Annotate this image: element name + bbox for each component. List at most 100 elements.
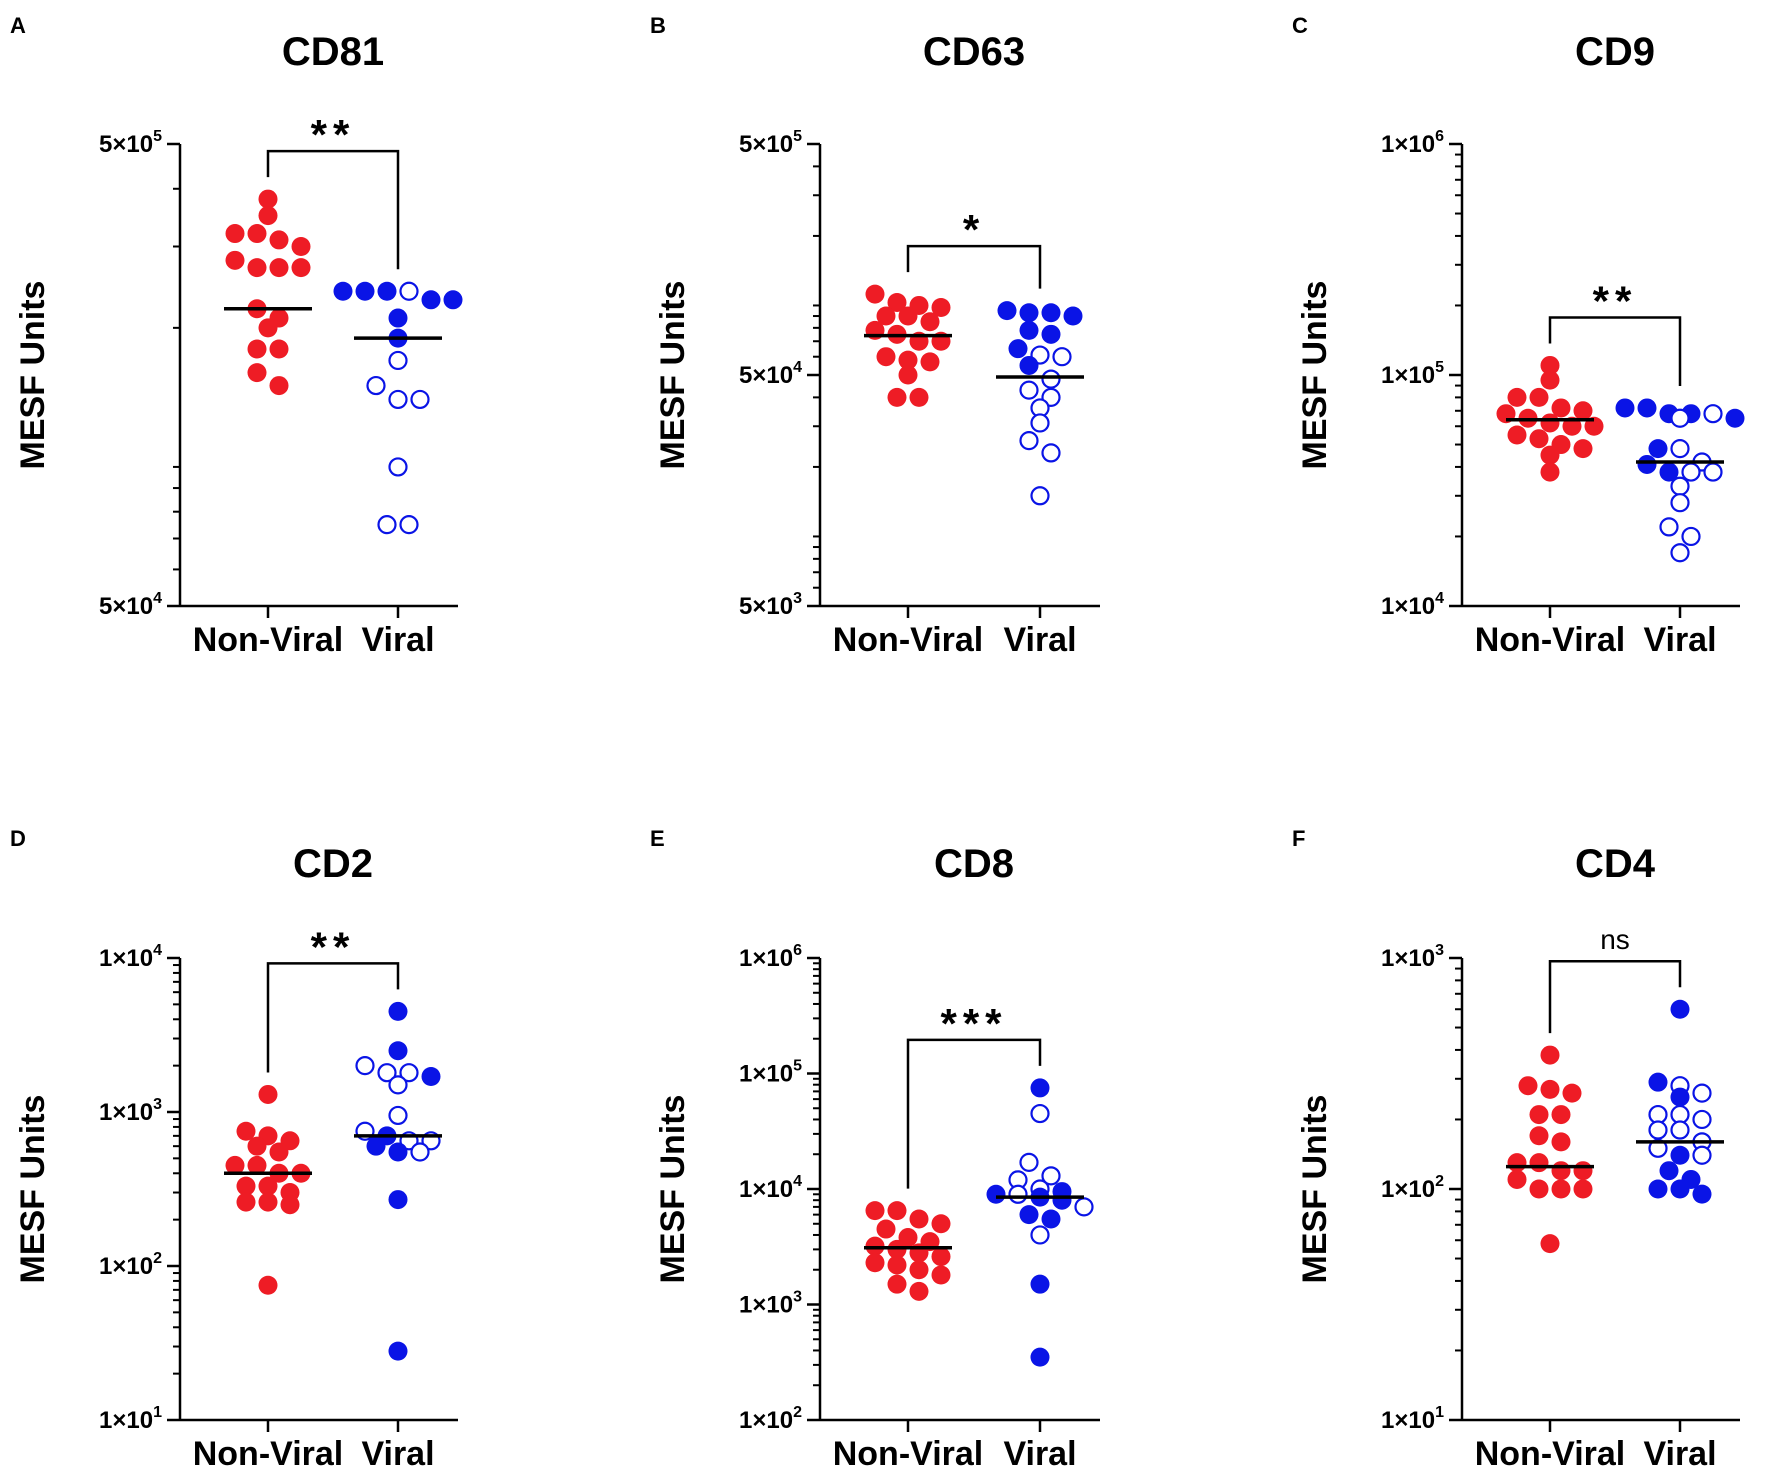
nonviral-filled-point [258, 189, 278, 209]
viral-filled-point [1052, 1190, 1072, 1210]
viral-filled-point [388, 308, 408, 328]
nonviral-filled-point [1540, 1234, 1560, 1254]
viral-filled-point [1659, 462, 1679, 482]
significance-bracket [1548, 959, 1682, 1034]
nonviral-filled-point [1540, 445, 1560, 465]
panel-letter: A [10, 13, 26, 38]
nonviral-filled-point [876, 347, 896, 367]
y-axis-label: MESF Units [14, 281, 52, 470]
y-axis-label: MESF Units [1296, 281, 1334, 470]
viral-filled-point [1019, 320, 1039, 340]
viral-filled-point [1030, 1347, 1050, 1367]
viral-open-point [1670, 493, 1690, 513]
viral-filled-point [1648, 1179, 1668, 1199]
viral-open-point [388, 1105, 408, 1126]
viral-filled-point [388, 1190, 408, 1210]
nonviral-filled-point [898, 350, 918, 370]
nonviral-filled-point [887, 1201, 907, 1221]
y-axis-label: MESF Units [1296, 1095, 1334, 1284]
nonviral-filled-point [269, 1142, 289, 1162]
viral-open-point [1670, 408, 1690, 428]
nonviral-filled-point [931, 1265, 951, 1285]
nonviral-filled-point [1551, 1132, 1571, 1152]
x-tick-label-non-viral: Non-Viral [833, 1435, 984, 1473]
nonviral-filled-point [258, 1192, 278, 1212]
nonviral-filled-point [1529, 387, 1549, 407]
nonviral-filled-point [225, 1155, 245, 1175]
nonviral-filled-point [1573, 1179, 1593, 1199]
y-axis-label: MESF Units [654, 281, 692, 470]
viral-filled-point [1659, 1161, 1679, 1181]
viral-open-point [1030, 1225, 1050, 1245]
panel-a: A CD81 MESF Units 5×104 5×105 Non-Viral Viral *… [10, 13, 463, 659]
nonviral-filled-point [1540, 370, 1560, 390]
nonviral-filled-point [1551, 1179, 1571, 1199]
nonviral-filled-point [1573, 401, 1593, 421]
viral-filled-point [366, 1136, 386, 1156]
viral-filled-point [1030, 1274, 1050, 1294]
nonviral-filled-point [258, 206, 278, 226]
viral-filled-point [421, 290, 441, 310]
nonviral-filled-point [909, 387, 929, 407]
viral-filled-point [997, 301, 1017, 321]
nonviral-filled-point [1573, 439, 1593, 459]
x-tick-label-non-viral: Non-Viral [193, 621, 344, 659]
viral-open-point [1041, 369, 1061, 389]
nonviral-filled-point [280, 1195, 300, 1215]
chart-title: CD81 [282, 30, 384, 74]
nonviral-filled-point [247, 1155, 267, 1175]
significance-label: * [963, 206, 985, 253]
viral-open-point [410, 389, 430, 410]
nonviral-filled-point [247, 258, 267, 278]
panel-letter: E [650, 826, 665, 851]
y-tick-label: 1×101 [1381, 1404, 1444, 1434]
nonviral-filled-point [269, 258, 289, 278]
nonviral-filled-point [931, 297, 951, 317]
nonviral-filled-point [1551, 398, 1571, 418]
y-tick-label: 5×104 [739, 359, 802, 389]
panel-f: F CD4 MESF Units 1×101 1×102 1×103 Non-Viral Vi… [1292, 826, 1740, 1473]
viral-filled-point [1615, 398, 1635, 418]
viral-open-point [1019, 1152, 1039, 1172]
nonviral-filled-point [931, 1214, 951, 1234]
y-axis-label: MESF Units [654, 1095, 692, 1284]
significance-label: ns [1600, 924, 1630, 955]
nonviral-filled-point [909, 1281, 929, 1301]
significance-bracket [906, 244, 1042, 289]
nonviral-filled-point [1573, 1161, 1593, 1181]
x-tick-label-non-viral: Non-Viral [1475, 1435, 1626, 1473]
panel-letter: B [650, 13, 666, 38]
viral-open-point [1692, 1083, 1712, 1103]
nonviral-filled-point [1551, 1105, 1571, 1125]
y-tick-label: 1×104 [739, 1173, 802, 1203]
viral-open-point [1703, 404, 1723, 424]
nonviral-filled-point [247, 339, 267, 359]
nonviral-filled-point [258, 318, 278, 338]
viral-filled-point [1041, 303, 1061, 323]
viral-filled-point [377, 281, 397, 301]
nonviral-filled-point [291, 236, 311, 256]
viral-filled-point [1008, 339, 1028, 359]
viral-filled-point [1725, 408, 1745, 428]
nonviral-filled-point [1540, 462, 1560, 482]
nonviral-filled-point [1540, 1079, 1560, 1099]
y-tick-label: 1×101 [99, 1404, 162, 1434]
panel-letter: D [10, 826, 26, 851]
viral-filled-point [443, 290, 463, 310]
nonviral-filled-point [258, 1176, 278, 1196]
nonviral-filled-point [898, 365, 918, 385]
panel-letter: C [1292, 13, 1308, 38]
x-tick-label-viral: Viral [361, 621, 434, 659]
significance-label: ** [311, 111, 356, 158]
nonviral-filled-point [247, 224, 267, 244]
nonviral-filled-point [887, 1255, 907, 1275]
x-tick-label-non-viral: Non-Viral [1475, 621, 1626, 659]
nonviral-filled-point [931, 1247, 951, 1267]
viral-filled-point [1670, 1145, 1690, 1165]
nonviral-filled-point [887, 387, 907, 407]
chart-title: CD4 [1575, 842, 1656, 886]
x-tick-label-non-viral: Non-Viral [833, 621, 984, 659]
nonviral-filled-point [236, 1192, 256, 1212]
viral-open-point [1648, 1138, 1668, 1158]
nonviral-filled-point [887, 1274, 907, 1294]
